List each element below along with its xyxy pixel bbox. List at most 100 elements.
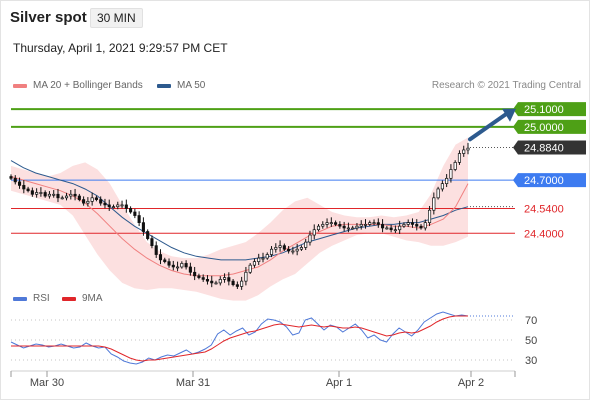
ma50-swatch — [157, 83, 171, 88]
candle — [342, 225, 346, 229]
candle — [146, 231, 150, 239]
candle — [120, 204, 124, 207]
candle — [269, 248, 274, 255]
candle — [381, 224, 385, 229]
candle — [52, 193, 56, 196]
last-price-box — [513, 140, 586, 155]
candle — [363, 224, 368, 226]
rsi-ma-line — [11, 315, 468, 362]
candle — [218, 279, 222, 284]
candle — [325, 222, 329, 225]
candle — [244, 271, 248, 282]
candle — [167, 261, 171, 266]
candle — [64, 195, 69, 199]
candle — [312, 229, 316, 236]
candle — [99, 199, 103, 204]
x-tick-label: Mar 30 — [30, 377, 64, 389]
research-credit: Research © 2021 Trading Central — [431, 80, 581, 91]
candle — [274, 247, 278, 250]
candle — [163, 259, 167, 262]
instrument-title: Silver spot — [10, 9, 87, 26]
forecast-arrow-head — [502, 108, 516, 122]
candle — [137, 215, 141, 223]
candle — [406, 222, 410, 225]
candle — [231, 280, 235, 286]
candle — [248, 264, 252, 273]
x-tick-label: Apr 2 — [458, 377, 484, 389]
candle — [223, 277, 227, 280]
candle — [252, 261, 256, 266]
candle — [9, 176, 13, 179]
price-panel: 25.1000 25.0000 24.8840 24.7000 24.5400 24.40… — [9, 102, 586, 301]
candle — [436, 188, 440, 199]
candle — [227, 277, 231, 282]
candle — [77, 195, 81, 200]
candle — [154, 245, 158, 255]
candle — [210, 280, 214, 284]
candle — [402, 224, 406, 227]
rsi-swatch — [13, 296, 27, 301]
x-axis: Mar 30 Mar 31 Apr 1 Apr 2 — [10, 370, 516, 389]
candle — [428, 209, 432, 223]
level-label-support: 24.4000 — [524, 228, 564, 240]
candle — [56, 193, 60, 199]
candle — [240, 280, 244, 287]
candle — [304, 241, 308, 248]
last-price-label: 24.8840 — [524, 142, 564, 154]
ma20-swatch — [13, 83, 27, 88]
candle — [368, 222, 372, 225]
candle — [69, 193, 73, 197]
level-label-support: 24.5400 — [524, 203, 564, 215]
candle — [308, 234, 312, 243]
candle — [261, 257, 265, 260]
candle — [235, 284, 239, 287]
candle — [316, 225, 321, 231]
candle — [73, 193, 77, 197]
legend-rsi-ma: 9MA — [62, 293, 103, 304]
timestamp: Thursday, April 1, 2021 9:29:57 PM CET — [13, 41, 228, 55]
candle — [410, 222, 415, 225]
candle — [355, 225, 359, 229]
candle — [141, 222, 145, 232]
candle — [385, 227, 389, 230]
candle — [150, 238, 154, 247]
candle — [457, 153, 462, 163]
rsi-ma-label: 9MA — [82, 293, 103, 304]
level-box-target — [513, 119, 586, 134]
candle — [94, 197, 98, 200]
candle — [423, 222, 427, 229]
candle — [103, 202, 107, 206]
candle — [398, 225, 402, 231]
level-label-target: 25.1000 — [524, 104, 564, 116]
rsi-tick-label: 50 — [525, 335, 537, 347]
ma50-line — [10, 160, 469, 261]
candle — [372, 222, 376, 224]
ma20-label: MA 20 + Bollinger Bands — [33, 80, 143, 91]
candle — [107, 204, 111, 208]
candle — [124, 204, 128, 209]
candle — [90, 197, 94, 202]
x-tick-label: Mar 31 — [176, 377, 210, 389]
interval-badge[interactable]: 30 MIN — [90, 8, 143, 28]
level-label-target: 25.0000 — [524, 122, 564, 134]
candle — [197, 275, 201, 278]
x-tick-label: Apr 1 — [326, 377, 352, 389]
candle — [321, 224, 325, 227]
candle — [47, 193, 51, 197]
bollinger-band — [11, 137, 468, 301]
candle — [299, 247, 303, 250]
level-box-pivot — [513, 173, 586, 188]
candle — [278, 245, 282, 248]
candle — [60, 197, 64, 200]
candle — [129, 208, 133, 213]
candle — [393, 229, 397, 232]
candle — [419, 225, 423, 229]
candle — [188, 266, 192, 273]
level-box-target — [513, 102, 586, 117]
candle — [180, 263, 184, 268]
candle — [43, 192, 47, 197]
ma20-line — [10, 176, 469, 277]
candle — [201, 277, 205, 280]
candle — [415, 224, 419, 227]
candle — [440, 183, 444, 190]
